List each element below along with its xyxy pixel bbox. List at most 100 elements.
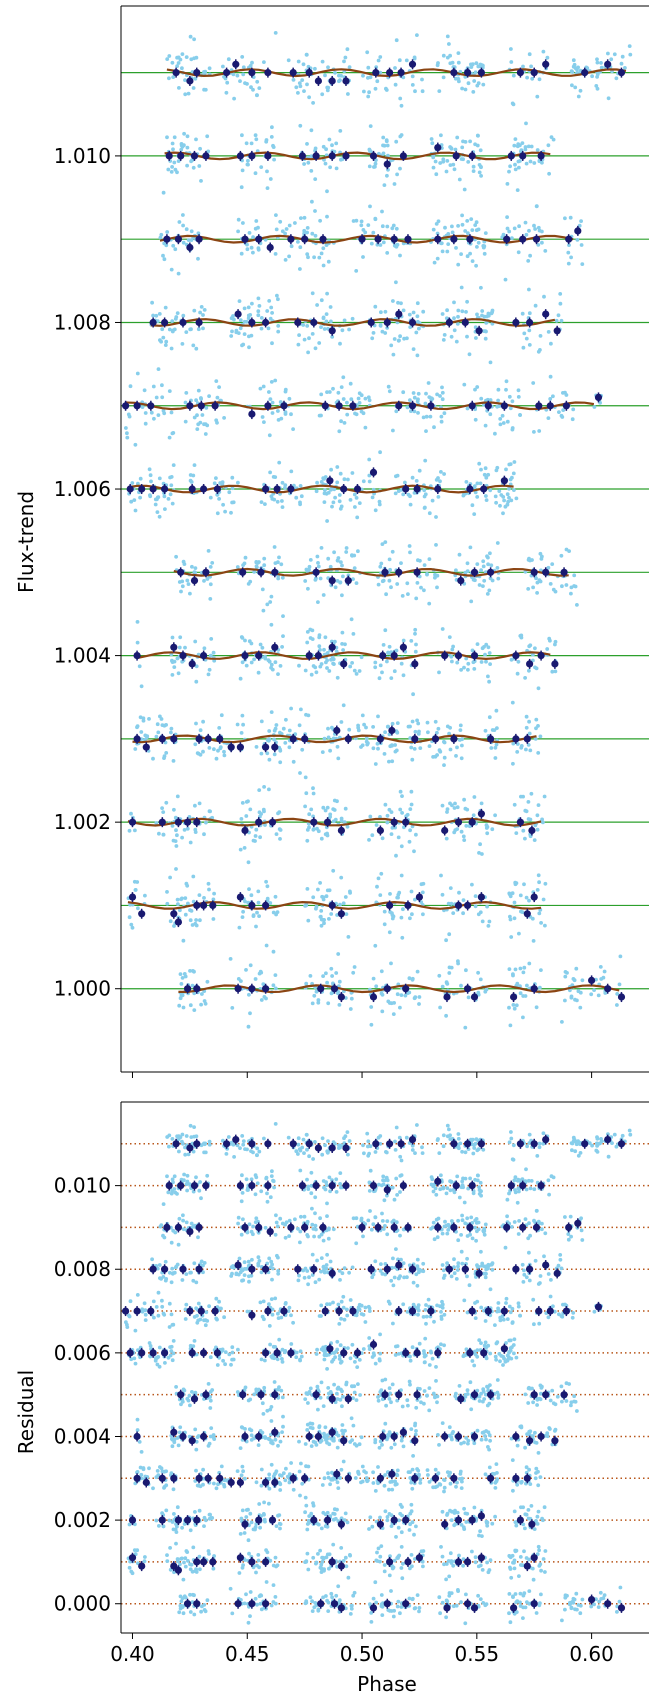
raw-point <box>409 1427 414 1431</box>
raw-point <box>508 1620 513 1625</box>
binned-point <box>454 818 463 826</box>
raw-point <box>381 643 386 647</box>
raw-point <box>535 580 540 585</box>
raw-point <box>394 244 399 249</box>
raw-point <box>242 319 247 324</box>
raw-point <box>561 391 565 395</box>
raw-point <box>336 756 341 761</box>
raw-point <box>401 390 406 395</box>
raw-point <box>488 398 493 402</box>
raw-point <box>494 708 499 713</box>
raw-point <box>340 1389 344 1394</box>
raw-point <box>156 413 161 417</box>
raw-point <box>171 75 176 79</box>
binned-point <box>383 1600 391 1608</box>
raw-point <box>370 495 375 500</box>
raw-point <box>272 1472 277 1477</box>
raw-point <box>536 1544 541 1549</box>
raw-point <box>318 664 323 669</box>
raw-point <box>452 316 456 321</box>
raw-point <box>509 1575 514 1580</box>
raw-point <box>461 911 465 916</box>
raw-point <box>127 915 132 920</box>
raw-point <box>161 810 166 814</box>
raw-point <box>438 479 442 484</box>
binned-point <box>487 735 495 743</box>
raw-point <box>318 881 322 885</box>
raw-point <box>447 1574 452 1579</box>
raw-point <box>308 558 313 562</box>
raw-point <box>325 519 329 523</box>
raw-point <box>543 923 547 928</box>
raw-point <box>160 806 165 810</box>
raw-point <box>423 401 428 406</box>
raw-point <box>191 969 195 973</box>
raw-point <box>246 1538 251 1543</box>
raw-point <box>241 342 246 347</box>
raw-point <box>325 390 329 394</box>
raw-point <box>422 588 426 593</box>
raw-point <box>518 1600 522 1605</box>
raw-point <box>482 472 487 477</box>
binned-point <box>190 577 199 585</box>
raw-point <box>478 1529 482 1534</box>
raw-point <box>344 1564 349 1569</box>
raw-point <box>606 51 610 56</box>
raw-point <box>411 692 415 697</box>
raw-point <box>356 396 361 401</box>
binned-point <box>537 152 545 160</box>
raw-point <box>569 995 574 1000</box>
raw-point <box>318 576 323 581</box>
raw-point <box>400 1404 405 1409</box>
raw-point <box>461 1525 466 1530</box>
raw-point <box>486 562 490 567</box>
raw-point <box>508 462 513 466</box>
raw-point <box>199 305 204 309</box>
raw-point <box>326 1475 331 1480</box>
binned-point <box>330 985 339 993</box>
raw-point <box>535 1522 540 1526</box>
raw-point <box>371 487 376 492</box>
binned-point <box>142 743 150 751</box>
raw-point <box>297 333 301 337</box>
raw-point <box>310 1609 315 1613</box>
raw-point <box>508 164 512 169</box>
binned-point <box>383 985 391 993</box>
raw-point <box>322 500 327 504</box>
raw-point <box>265 738 270 742</box>
raw-point <box>309 1511 314 1516</box>
raw-point <box>196 327 201 332</box>
raw-point <box>409 745 414 750</box>
raw-point <box>525 1600 529 1604</box>
raw-point <box>538 985 542 990</box>
raw-point <box>341 1559 346 1563</box>
raw-point <box>408 550 412 555</box>
raw-point <box>181 938 186 943</box>
raw-point <box>197 1508 202 1513</box>
binned-point <box>519 152 527 160</box>
raw-point <box>129 922 134 927</box>
raw-point <box>479 1437 484 1442</box>
raw-point <box>194 679 199 684</box>
raw-point <box>321 974 325 978</box>
raw-point <box>376 746 380 751</box>
raw-point <box>256 296 261 301</box>
raw-point <box>456 224 460 228</box>
raw-point <box>256 309 261 314</box>
raw-point <box>399 873 404 878</box>
raw-point <box>595 86 600 91</box>
raw-point <box>325 1510 330 1515</box>
raw-point <box>330 1470 334 1475</box>
raw-point <box>283 412 288 416</box>
raw-point <box>430 397 435 401</box>
raw-point <box>534 726 538 731</box>
raw-point <box>398 1511 403 1516</box>
raw-point <box>389 676 394 680</box>
raw-point <box>414 479 419 483</box>
raw-point <box>237 1571 242 1575</box>
raw-point <box>208 597 213 601</box>
raw-point <box>310 1426 315 1431</box>
raw-point <box>188 34 193 39</box>
raw-point <box>252 657 256 662</box>
raw-point <box>275 293 279 298</box>
